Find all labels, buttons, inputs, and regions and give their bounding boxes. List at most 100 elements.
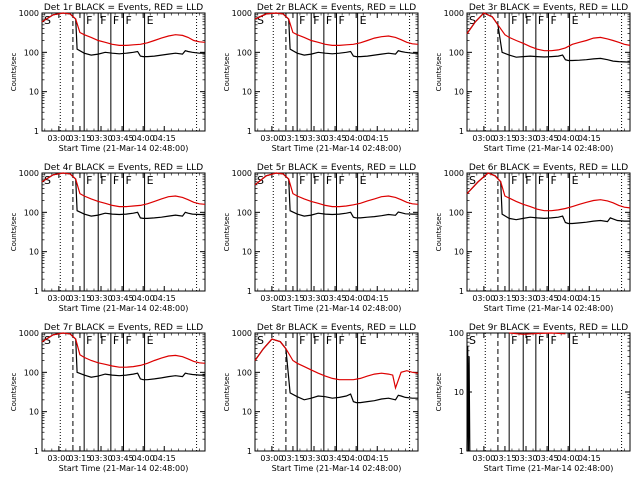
attenuator-marker-label: E (360, 334, 367, 347)
y-tick-label: 100 (449, 48, 464, 57)
x-tick-label: 03:15 (68, 134, 91, 143)
x-axis-label: Start Time (21-Mar-14 02:48:00) (59, 144, 189, 153)
x-tick-label: 04:15 (153, 454, 176, 463)
y-axis-label: Counts/sec (223, 213, 231, 252)
y-axis-label: Counts/sec (10, 53, 18, 92)
x-tick-label: 03:00 (47, 134, 70, 143)
x-tick-label: 04:15 (153, 294, 176, 303)
attenuator-marker-label: F (339, 334, 345, 347)
x-tick-label: 04:15 (366, 134, 389, 143)
detector-panel: Det 9r BLACK = Events, RED = LLD 1 10 100 Co… (435, 323, 631, 473)
attenuator-marker-label: S (44, 14, 51, 27)
attenuator-marker-label: S (257, 14, 264, 27)
attenuator-marker-label: F (313, 14, 319, 27)
y-tick-label: 1000 (232, 169, 252, 178)
x-tick-label: 04:00 (132, 454, 155, 463)
events-series-line (254, 338, 418, 404)
x-axis-label: Start Time (21-Mar-14 02:48:00) (59, 464, 189, 473)
x-tick-label: 04:00 (132, 134, 155, 143)
y-axis-label: Counts/sec (223, 53, 231, 92)
attenuator-marker-label: F (100, 334, 106, 347)
y-tick-label: 10 (454, 388, 464, 397)
x-tick-label: 03:30 (302, 454, 325, 463)
lld-series-line (254, 338, 419, 391)
detector-panel: Det 2r BLACK = Events, RED = LLD 1 10 100 10… (223, 3, 419, 153)
attenuator-marker-label: S (469, 334, 476, 347)
attenuator-marker-label: E (147, 334, 154, 347)
x-tick-label: 03:45 (324, 294, 347, 303)
x-tick-label: 04:00 (132, 294, 155, 303)
x-tick-label: 03:45 (536, 294, 559, 303)
y-axis-label: Counts/sec (223, 373, 231, 412)
x-tick-label: 04:15 (366, 294, 389, 303)
attenuator-marker-label: E (360, 14, 367, 27)
lld-series-line (254, 172, 419, 208)
y-tick-label: 100 (24, 368, 39, 377)
y-tick-label: 1 (247, 127, 252, 136)
attenuator-marker-label: F (511, 174, 517, 187)
y-tick-label: 1 (459, 127, 464, 136)
x-tick-label: 04:00 (557, 134, 580, 143)
panel-title: Det 3r BLACK = Events, RED = LLD (469, 3, 628, 13)
events-series-line (466, 172, 630, 225)
x-tick-label: 03:30 (89, 294, 112, 303)
attenuator-marker-label: S (44, 174, 51, 187)
x-tick-label: 03:30 (302, 134, 325, 143)
detector-panel: Det 8r BLACK = Events, RED = LLD 1 10 100 10… (223, 323, 419, 473)
x-axis-label: Start Time (21-Mar-14 02:48:00) (484, 144, 614, 153)
attenuator-marker-label: F (326, 334, 332, 347)
attenuator-marker-label: S (469, 14, 476, 27)
x-tick-label: 04:15 (578, 134, 601, 143)
x-tick-label: 03:45 (324, 454, 347, 463)
y-tick-label: 100 (449, 208, 464, 217)
x-tick-label: 04:00 (557, 454, 580, 463)
x-tick-label: 04:15 (578, 294, 601, 303)
y-tick-label: 100 (237, 208, 252, 217)
attenuator-marker-label: F (113, 334, 119, 347)
lld-series-line (41, 332, 206, 368)
attenuator-marker-label: E (360, 174, 367, 187)
y-tick-label: 1000 (444, 169, 464, 178)
x-tick-label: 03:30 (302, 294, 325, 303)
x-tick-label: 03:00 (260, 134, 283, 143)
attenuator-marker-label: F (525, 334, 531, 347)
x-axis-label: Start Time (21-Mar-14 02:48:00) (59, 304, 189, 313)
y-tick-label: 1000 (232, 329, 252, 338)
attenuator-marker-label: F (86, 174, 92, 187)
y-tick-label: 1000 (444, 9, 464, 18)
x-tick-label: 03:00 (47, 454, 70, 463)
attenuator-marker-label: F (126, 174, 132, 187)
x-tick-label: 04:00 (345, 294, 368, 303)
attenuator-marker-label: F (299, 14, 305, 27)
x-tick-label: 03:15 (281, 294, 304, 303)
x-tick-label: 04:00 (345, 134, 368, 143)
attenuator-marker-label: E (147, 174, 154, 187)
y-tick-label: 100 (237, 48, 252, 57)
panel-title: Det 2r BLACK = Events, RED = LLD (257, 3, 416, 13)
y-tick-label: 100 (24, 48, 39, 57)
lld-series-line (254, 12, 419, 47)
y-tick-label: 1000 (232, 9, 252, 18)
lld-series-line (509, 332, 566, 335)
attenuator-marker-label: E (147, 14, 154, 27)
x-tick-label: 03:15 (68, 294, 91, 303)
panel-title: Det 6r BLACK = Events, RED = LLD (469, 163, 628, 173)
events-series-line (466, 12, 631, 63)
y-tick-label: 1000 (19, 329, 39, 338)
attenuator-marker-label: F (86, 14, 92, 27)
events-series-line (466, 346, 471, 452)
lld-series-line (41, 12, 206, 47)
attenuator-marker-label: S (44, 334, 51, 347)
y-tick-label: 10 (29, 88, 39, 97)
x-tick-label: 03:45 (536, 454, 559, 463)
y-axis-label: Counts/sec (10, 373, 18, 412)
x-tick-label: 03:15 (281, 134, 304, 143)
x-tick-label: 03:15 (493, 294, 516, 303)
panel-title: Det 9r BLACK = Events, RED = LLD (469, 323, 628, 333)
attenuator-marker-label: F (551, 334, 557, 347)
detector-panel: Det 4r BLACK = Events, RED = LLD 1 10 100 10… (10, 163, 206, 313)
attenuator-marker-label: F (511, 14, 517, 27)
detector-panel: Det 7r BLACK = Events, RED = LLD 1 10 100 10… (10, 323, 206, 473)
y-tick-label: 1 (34, 127, 39, 136)
